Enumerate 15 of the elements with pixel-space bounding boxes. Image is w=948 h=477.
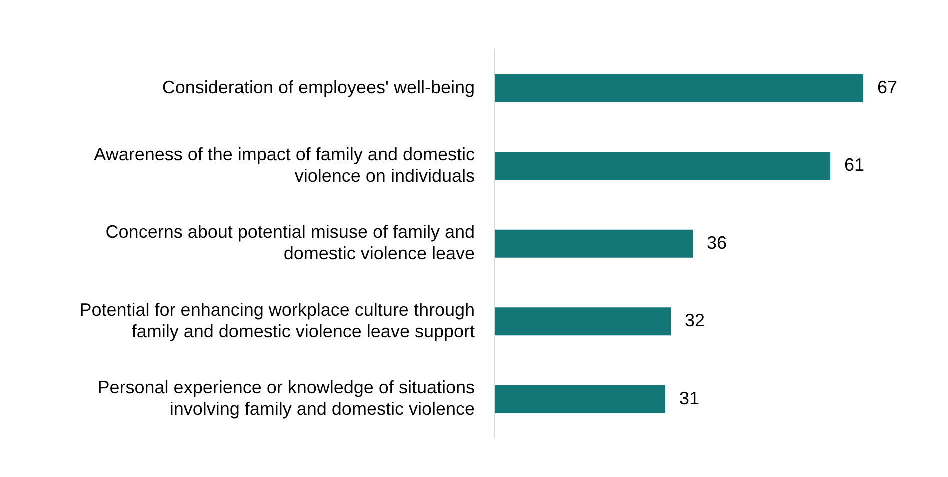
data-label: 32 bbox=[685, 310, 706, 331]
data-label: 67 bbox=[878, 77, 898, 98]
bar bbox=[495, 385, 666, 414]
y-tick-label: Concerns about potential misuse of family and domestic violence leave bbox=[106, 222, 475, 264]
data-label: 61 bbox=[844, 155, 865, 176]
y-tick-label: Awareness of the impact of family and domestic violence on individuals bbox=[94, 144, 475, 186]
bar bbox=[495, 308, 671, 336]
data-label: 31 bbox=[680, 388, 700, 408]
y-tick-label: Potential for enhancing workplace culture through family and domestic violence leave support bbox=[80, 300, 475, 342]
bar bbox=[495, 152, 830, 180]
bar bbox=[495, 230, 693, 258]
y-tick-label: Consideration of employees' well-being bbox=[162, 77, 475, 98]
y-tick-label: Personal experience or knowledge of situations involving family and domestic violence bbox=[98, 378, 475, 420]
bar bbox=[495, 74, 864, 102]
data-label: 36 bbox=[707, 232, 728, 253]
